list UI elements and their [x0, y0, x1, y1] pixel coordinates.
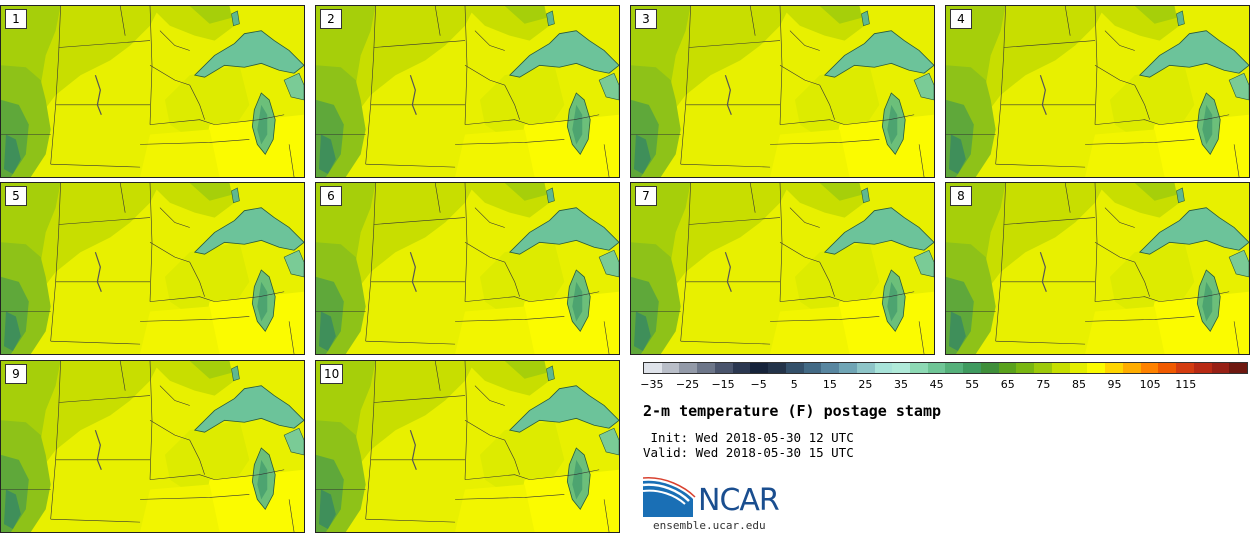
colorbar-swatch — [874, 363, 893, 373]
colorbar-swatch — [1140, 363, 1159, 373]
temperature-colorbar — [643, 362, 1248, 374]
colorbar-swatch — [732, 363, 751, 373]
temperature-map — [631, 6, 934, 177]
init-time: Init: Wed 2018-05-30 12 UTC — [643, 430, 854, 445]
colorbar-swatch — [1176, 363, 1194, 373]
colorbar-tick-label: 95 — [1107, 378, 1122, 391]
colorbar-swatch — [714, 363, 733, 373]
colorbar-swatch — [998, 363, 1017, 373]
colorbar-tick-label: 85 — [1071, 378, 1086, 391]
colorbar-swatch — [803, 363, 822, 373]
colorbar-swatch — [661, 363, 680, 373]
colorbar-swatch — [1051, 363, 1070, 373]
map-panel-7[interactable]: 7 — [630, 182, 935, 355]
colorbar-swatch — [1158, 363, 1177, 373]
colorbar-swatch — [1105, 363, 1123, 373]
map-panel-9[interactable]: 9 — [0, 360, 305, 533]
colorbar-swatch — [750, 363, 769, 373]
temperature-map — [316, 361, 619, 532]
colorbar-swatch — [821, 363, 840, 373]
colorbar-swatch — [1087, 363, 1106, 373]
colorbar-swatch — [910, 363, 928, 373]
colorbar-tick-label: 35 — [894, 378, 908, 391]
colorbar-tick-label: 115 — [1175, 378, 1197, 391]
site-url[interactable]: ensemble.ucar.edu — [653, 519, 766, 532]
panel-label: 8 — [950, 186, 972, 206]
map-panel-2[interactable]: 2 — [315, 5, 620, 178]
colorbar-swatch — [856, 363, 875, 373]
colorbar-swatch — [1069, 363, 1088, 373]
panel-label: 2 — [320, 9, 342, 29]
colorbar-swatch — [1193, 363, 1212, 373]
colorbar-swatch — [945, 363, 964, 373]
valid-time: Valid: Wed 2018-05-30 15 UTC — [643, 445, 854, 460]
colorbar-ticks: −35 −25 −15 −5 5 15 25 35 45 55 65 75 85 95 105 115 — [640, 378, 1248, 394]
colorbar-tick-label: 105 — [1139, 378, 1161, 391]
temperature-map — [946, 6, 1249, 177]
map-panel-5[interactable]: 5 — [0, 182, 305, 355]
panel-label: 6 — [320, 186, 342, 206]
colorbar-swatch — [768, 363, 786, 373]
colorbar-swatch — [1016, 363, 1035, 373]
colorbar-swatch — [980, 363, 999, 373]
temperature-map — [946, 183, 1249, 354]
colorbar-swatch — [785, 363, 804, 373]
figure-title: 2-m temperature (F) postage stamp — [643, 402, 942, 420]
colorbar-swatch — [963, 363, 981, 373]
colorbar-tick-label: −35 — [640, 378, 664, 391]
panel-label: 5 — [5, 186, 27, 206]
colorbar-swatch — [644, 363, 662, 373]
temperature-map — [1, 6, 304, 177]
ncar-logo-text: NCAR — [698, 483, 780, 518]
temperature-map — [316, 183, 619, 354]
map-panel-10[interactable]: 10 — [315, 360, 620, 533]
colorbar-tick-label: −15 — [711, 378, 735, 391]
colorbar-swatch — [839, 363, 857, 373]
colorbar-tick-label: 75 — [1036, 378, 1051, 391]
temperature-map — [631, 183, 934, 354]
colorbar-swatch — [1122, 363, 1141, 373]
temperature-map — [316, 6, 619, 177]
colorbar-tick-label: 5 — [790, 378, 798, 391]
colorbar-swatch — [1229, 363, 1247, 373]
ncar-logo-icon — [643, 477, 696, 517]
colorbar-tick-label: 45 — [929, 378, 944, 391]
colorbar-tick-label: −5 — [750, 378, 767, 391]
map-panel-3[interactable]: 3 — [630, 5, 935, 178]
colorbar-swatch — [697, 363, 715, 373]
map-panel-6[interactable]: 6 — [315, 182, 620, 355]
temperature-map — [1, 361, 304, 532]
panel-label: 3 — [635, 9, 657, 29]
map-panel-8[interactable]: 8 — [945, 182, 1250, 355]
temperature-map — [1, 183, 304, 354]
colorbar-swatch — [1211, 363, 1230, 373]
panel-label: 10 — [320, 364, 344, 384]
panel-label: 1 — [5, 9, 27, 29]
map-panel-1[interactable]: 1 — [0, 5, 305, 178]
colorbar-swatch — [1034, 363, 1052, 373]
colorbar-swatch — [927, 363, 946, 373]
colorbar-tick-label: 55 — [965, 378, 980, 391]
panel-label: 7 — [635, 186, 657, 206]
colorbar-tick-label: −25 — [675, 378, 700, 391]
panel-label: 9 — [5, 364, 27, 384]
colorbar-tick-label: 65 — [1000, 378, 1015, 391]
colorbar-tick-label: 15 — [822, 378, 837, 391]
colorbar-tick-label: 25 — [858, 378, 873, 391]
map-panel-4[interactable]: 4 — [945, 5, 1250, 178]
panel-label: 4 — [950, 9, 972, 29]
colorbar-swatch — [892, 363, 911, 373]
colorbar-swatch — [679, 363, 698, 373]
